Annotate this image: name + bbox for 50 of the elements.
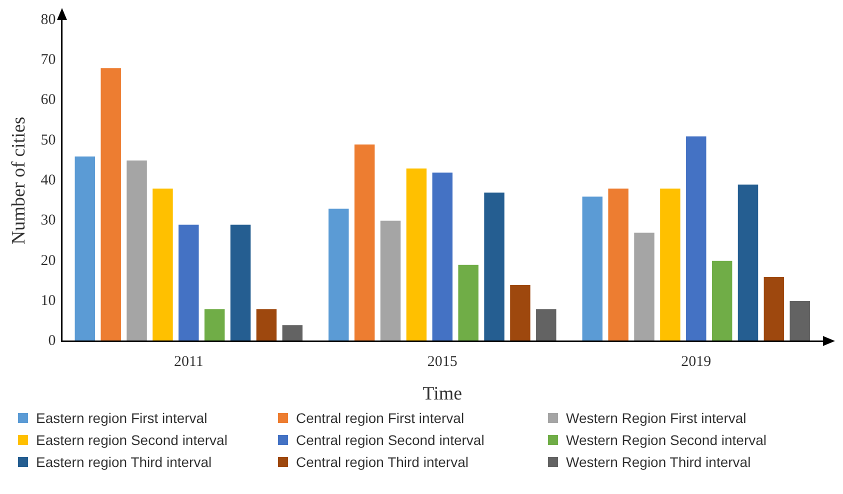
bar <box>152 188 173 342</box>
bar <box>634 232 654 342</box>
y-tick-label: 60 <box>40 92 56 108</box>
bar <box>282 325 303 342</box>
bar <box>660 188 680 342</box>
legend-label: Central region Third interval <box>296 454 468 470</box>
legend-label: Western Region First interval <box>566 410 746 426</box>
bar <box>686 136 706 342</box>
bar <box>178 224 199 342</box>
y-tick-label: 50 <box>40 132 56 148</box>
bar <box>406 168 427 342</box>
bar <box>458 264 478 342</box>
bar <box>380 220 401 342</box>
x-tick-label: 2015 <box>427 354 458 370</box>
legend-label: Eastern region Third interval <box>36 454 212 470</box>
bar <box>764 276 784 342</box>
bar <box>790 301 810 342</box>
y-axis-title: Number of cities <box>8 116 30 244</box>
bar <box>354 144 375 342</box>
bar <box>712 260 732 342</box>
bar <box>582 196 602 342</box>
bar <box>738 184 758 342</box>
y-tick-label: 10 <box>40 292 56 309</box>
y-tick-label: 0 <box>48 333 56 350</box>
bar <box>230 224 251 342</box>
bar <box>204 309 225 342</box>
y-tick-label: 70 <box>40 52 56 68</box>
legend-label: Western Region Second interval <box>566 432 767 448</box>
x-tick-label: 2019 <box>681 354 712 370</box>
legend-label: Central region Second interval <box>296 432 484 448</box>
bar <box>328 208 349 342</box>
y-tick-label: 20 <box>40 252 56 269</box>
legend-label: Eastern region First interval <box>36 410 208 426</box>
bar <box>608 188 628 342</box>
x-axis-title: Time <box>422 384 462 405</box>
bar <box>484 192 504 342</box>
bar <box>126 160 147 342</box>
bar <box>256 309 277 342</box>
legend-label: Western Region Third interval <box>566 454 751 470</box>
bar <box>510 284 530 342</box>
y-tick-label: 80 <box>40 12 56 28</box>
bar <box>536 309 556 342</box>
bar <box>432 172 453 342</box>
legend-label: Central region First interval <box>296 410 464 426</box>
bar <box>100 68 121 342</box>
y-tick-label: 30 <box>40 212 56 229</box>
x-tick-label: 2011 <box>174 354 204 370</box>
bar <box>74 156 96 342</box>
y-tick-label: 40 <box>40 172 56 189</box>
legend-label: Eastern region Second interval <box>36 432 228 448</box>
